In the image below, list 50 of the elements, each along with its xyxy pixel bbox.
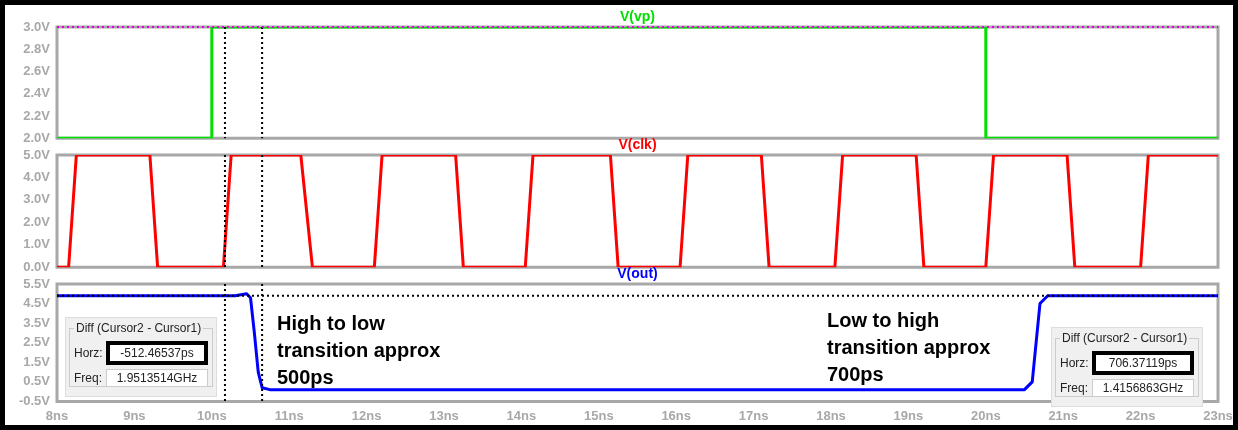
annotation: High to low transition approx 500ps — [277, 311, 442, 390]
annotation: Horz: — [74, 346, 104, 360]
x-tick-label: 19ns — [893, 407, 924, 423]
text: V(out) — [617, 264, 658, 281]
annotation: 1.9513514GHz — [106, 369, 208, 387]
y-tick-label: 5.0V — [23, 146, 51, 162]
annotation: Diff (Cursor2 - Cursor1) — [75, 321, 203, 335]
y-tick-label: 0.0V — [23, 258, 51, 274]
x-tick-label: 21ns — [1048, 407, 1079, 423]
y-tick-label: 5.5V — [23, 275, 51, 291]
x-tick-label: 14ns — [506, 407, 537, 423]
y-tick-label: 2.6V — [23, 63, 51, 79]
annotation: Low to high transition approx 700ps — [827, 308, 992, 387]
series-label: V(vp) — [620, 7, 655, 24]
annotation: Horz: — [1060, 356, 1090, 370]
annotation: 1.4156863GHz — [1092, 379, 1194, 397]
y-tick-label: 4.5V — [23, 295, 51, 311]
x-tick-label: 18ns — [816, 407, 846, 423]
y-tick-label: 2.2V — [23, 107, 51, 123]
y-tick-label: 3.5V — [23, 314, 51, 330]
y-tick-label: -0.5V — [18, 392, 51, 408]
y-tick-label: 2.8V — [23, 40, 51, 56]
annotation: -512.46537ps — [106, 341, 208, 365]
x-tick-label: 17ns — [738, 407, 769, 423]
y-tick-label: 4.0V — [23, 169, 51, 185]
x-tick-label: 22ns — [1125, 407, 1156, 423]
y-tick-label: 0.5V — [23, 373, 51, 389]
y-tick-label: 3.0V — [23, 18, 51, 34]
x-tick-label: 15ns — [583, 407, 614, 423]
y-tick-label: 2.0V — [23, 213, 51, 229]
x-tick-label: 12ns — [351, 407, 382, 423]
x-tick-label: 9ns — [123, 407, 146, 423]
x-tick-label: 8ns — [45, 407, 69, 423]
series-label: V(clk) — [618, 135, 657, 152]
annotation: Diff (Cursor2 - Cursor1) — [1061, 331, 1189, 345]
x-tick-label: 10ns — [196, 407, 227, 423]
x-tick-label: 20ns — [970, 407, 1001, 423]
x-tick-label: 16ns — [661, 407, 692, 423]
y-tick-label: 2.5V — [23, 334, 51, 350]
annotation: Freq: — [74, 371, 103, 385]
x-tick-label: 11ns — [274, 407, 304, 423]
x-tick-label: 23ns — [1203, 407, 1233, 423]
y-tick-label: 3.0V — [23, 191, 51, 207]
y-tick-label: 1.5V — [23, 353, 51, 369]
annotation: 706.37119ps — [1092, 351, 1194, 375]
y-tick-label: 2.4V — [23, 85, 51, 101]
annotation: Freq: — [1060, 381, 1089, 395]
y-tick-label: 1.0V — [23, 236, 51, 252]
x-tick-label: 13ns — [429, 407, 459, 423]
y-tick-label: 2.0V — [23, 129, 51, 145]
